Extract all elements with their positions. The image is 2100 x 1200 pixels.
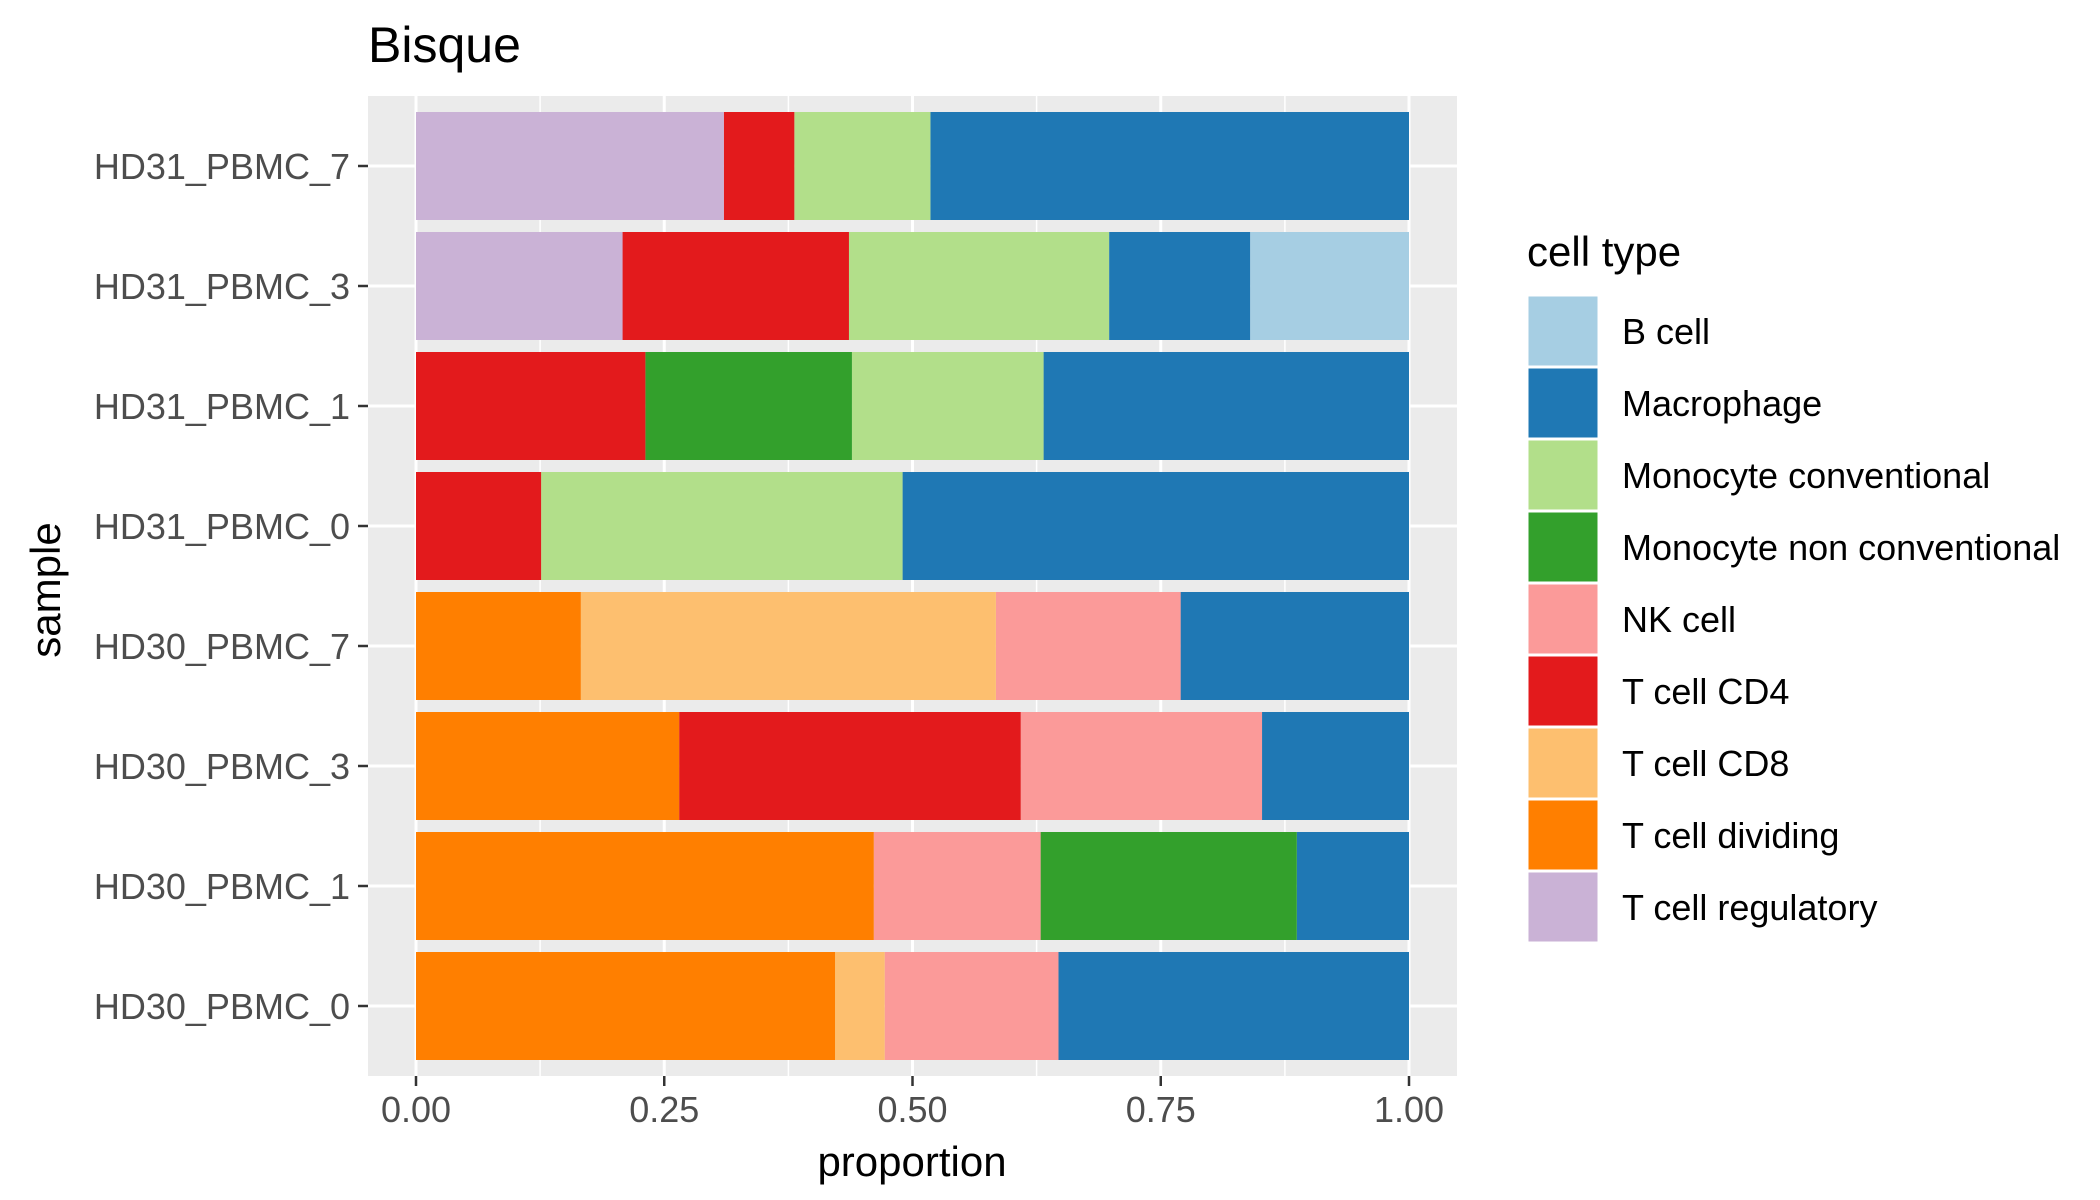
bar-segment: [1058, 952, 1409, 1060]
bar-segment: [416, 712, 680, 820]
bar-segment: [1043, 352, 1409, 460]
bar-segment: [1262, 712, 1409, 820]
bar-segment: [580, 592, 996, 700]
legend-label: Macrophage: [1622, 383, 1822, 424]
bar-segment: [995, 592, 1181, 700]
y-tick-label: HD31_PBMC_7: [94, 146, 350, 187]
chart-title: Bisque: [368, 17, 521, 73]
bar-segment: [645, 352, 852, 460]
y-tick-label: HD31_PBMC_3: [94, 266, 350, 307]
bar-segment: [416, 352, 646, 460]
legend-label: NK cell: [1622, 599, 1736, 640]
bar-segment: [873, 832, 1041, 940]
legend-key: [1525, 869, 1601, 945]
bar-stacks: [416, 112, 1409, 1060]
y-tick-label: HD30_PBMC_7: [94, 626, 350, 667]
x-axis-title: proportion: [817, 1138, 1006, 1185]
bar-segment: [1180, 592, 1409, 700]
bar-segment: [622, 232, 849, 340]
bar-segment: [1296, 832, 1409, 940]
y-tick-label: HD30_PBMC_1: [94, 866, 350, 907]
legend-title: cell type: [1527, 228, 1681, 275]
bar-segment: [884, 952, 1059, 1060]
bar-segment: [416, 112, 724, 220]
legend: B cell Macrophage Monocyte conventional Mon…: [1525, 293, 2060, 945]
bar-segment: [930, 112, 1409, 220]
bar-segment: [416, 592, 581, 700]
bar-segment: [416, 232, 623, 340]
legend-label: T cell CD4: [1622, 671, 1789, 712]
y-tick-label: HD30_PBMC_3: [94, 746, 350, 787]
legend-label: T cell regulatory: [1622, 887, 1877, 928]
bar-segment: [416, 952, 836, 1060]
bar-segment: [416, 472, 542, 580]
x-tick-label: 0.50: [877, 1089, 947, 1130]
legend-key: [1525, 293, 1601, 369]
bar-segment: [1040, 832, 1297, 940]
bar-segment: [848, 232, 1110, 340]
legend-key: [1525, 437, 1601, 513]
x-axis: 0.00 0.25 0.50 0.75 1.00: [381, 1076, 1444, 1130]
x-tick-label: 0.75: [1126, 1089, 1196, 1130]
legend-label: T cell CD8: [1622, 743, 1789, 784]
y-tick-label: HD30_PBMC_0: [94, 986, 350, 1027]
legend-key: [1525, 509, 1601, 585]
bar-segment: [1250, 232, 1409, 340]
legend-key: [1525, 365, 1601, 441]
legend-label: B cell: [1622, 311, 1710, 352]
x-tick-label: 0.00: [381, 1089, 451, 1130]
y-tick-label: HD31_PBMC_1: [94, 386, 350, 427]
legend-key: [1525, 797, 1601, 873]
legend-label: Monocyte non conventional: [1622, 527, 2060, 568]
bar-segment: [794, 112, 931, 220]
bar-segment: [902, 472, 1409, 580]
bar-segment: [541, 472, 903, 580]
bar-segment: [723, 112, 795, 220]
x-tick-label: 1.00: [1374, 1089, 1444, 1130]
x-tick-label: 0.25: [629, 1089, 699, 1130]
legend-label: Monocyte conventional: [1622, 455, 1990, 496]
legend-label: T cell dividing: [1622, 815, 1839, 856]
bar-segment: [679, 712, 1021, 820]
y-axis-title: sample: [22, 522, 69, 657]
bar-segment: [416, 832, 874, 940]
bar-segment: [1020, 712, 1263, 820]
legend-key: [1525, 653, 1601, 729]
bar-segment: [835, 952, 885, 1060]
y-tick-label: HD31_PBMC_0: [94, 506, 350, 547]
legend-key: [1525, 581, 1601, 657]
bar-segment: [851, 352, 1044, 460]
bar-segment: [1109, 232, 1251, 340]
legend-key: [1525, 725, 1601, 801]
y-axis: HD30_PBMC_0 HD30_PBMC_1 HD30_PBMC_3 HD30_PB…: [94, 146, 368, 1027]
